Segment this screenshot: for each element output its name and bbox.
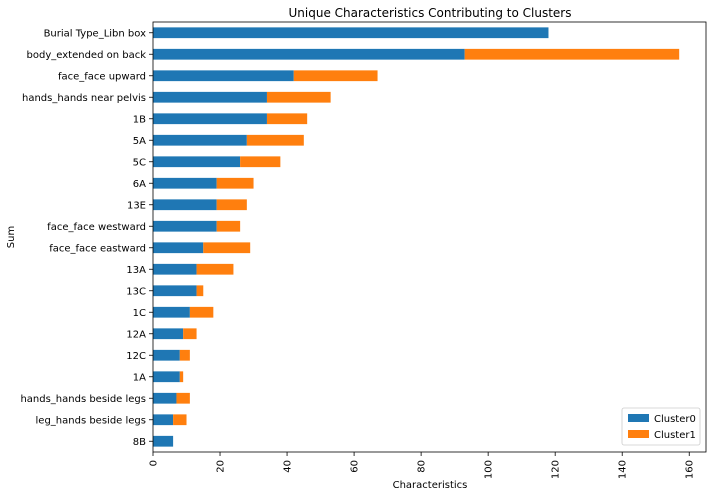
y-axis-label: Sum [6, 226, 17, 248]
bar-cluster0-6 [153, 156, 241, 168]
y-tick-label: 5C [133, 157, 146, 168]
x-tick-label: 80 [417, 460, 428, 473]
bar-cluster1-11 [196, 263, 234, 275]
bar-cluster0-2 [153, 70, 294, 82]
bar-cluster1-7 [216, 177, 254, 189]
y-tick-label: 13C [126, 286, 146, 297]
bar-cluster0-5 [153, 134, 247, 146]
y-tick-label: leg_hands beside legs [36, 415, 146, 426]
bar-cluster0-12 [153, 285, 197, 297]
bar-cluster1-12 [196, 285, 204, 297]
legend: Cluster0 Cluster1 [621, 407, 701, 446]
x-tick-label: 120 [551, 460, 562, 479]
y-tick-label: 1C [133, 308, 146, 319]
legend-label-cluster0: Cluster0 [654, 414, 696, 425]
x-axis-label: Characteristics [393, 480, 468, 491]
bar-cluster0-1 [153, 48, 465, 60]
y-tick-label: 6A [133, 179, 146, 190]
bar-cluster0-4 [153, 113, 267, 125]
bar-cluster1-1 [464, 48, 680, 60]
bar-cluster0-11 [153, 263, 197, 275]
y-tick-label: face_face eastward [49, 243, 146, 254]
bar-cluster1-8 [216, 199, 247, 211]
bar-cluster1-14 [183, 328, 197, 340]
x-tick-label: 140 [618, 460, 629, 479]
y-tick-label: 12A [126, 329, 146, 340]
bar-cluster0-18 [153, 414, 174, 426]
y-tick-label: 8B [133, 437, 146, 448]
x-axis-ticks: 0 20 40 60 80 100 120 140 160 [149, 452, 696, 479]
y-tick-label: 1B [133, 114, 146, 125]
bar-cluster0-19 [153, 435, 174, 447]
x-tick-label: 20 [216, 460, 227, 473]
bar-cluster1-4 [266, 113, 308, 125]
y-tick-label: face_face westward [47, 222, 146, 233]
bar-cluster0-0 [153, 27, 549, 39]
legend-swatch-cluster1 [628, 430, 649, 438]
y-tick-label: 13A [126, 265, 146, 276]
bar-cluster1-3 [266, 91, 331, 103]
bar-cluster1-2 [293, 70, 378, 82]
bar-cluster1-13 [189, 306, 214, 318]
bar-cluster0-3 [153, 91, 267, 103]
bar-cluster0-9 [153, 220, 217, 232]
y-tick-label: hands_hands beside legs [20, 394, 146, 405]
bar-cluster0-7 [153, 177, 217, 189]
x-tick-label: 0 [149, 460, 160, 466]
y-axis-ticks: Burial Type_Libn box body_extended on bac… [20, 28, 153, 448]
y-tick-label: Burial Type_Libn box [44, 28, 147, 39]
bar-cluster0-10 [153, 242, 204, 254]
y-tick-label: 12C [126, 351, 146, 362]
bar-cluster0-15 [153, 349, 180, 361]
bars-group [153, 27, 680, 447]
y-tick-label: body_extended on back [27, 50, 147, 61]
x-tick-label: 160 [685, 460, 696, 479]
bar-cluster0-14 [153, 328, 184, 340]
bar-cluster0-17 [153, 392, 177, 404]
x-tick-label: 40 [283, 460, 294, 473]
y-tick-label: 5A [133, 136, 146, 147]
chart-title: Unique Characteristics Contributing to C… [289, 6, 572, 20]
bar-cluster1-9 [216, 220, 241, 232]
bar-cluster1-10 [203, 242, 251, 254]
x-tick-label: 60 [350, 460, 361, 473]
y-tick-label: face_face upward [58, 71, 146, 82]
y-tick-label: hands_hands near pelvis [22, 93, 146, 104]
y-tick-label: 1A [133, 372, 146, 383]
bar-cluster1-16 [179, 371, 184, 383]
bar-cluster1-18 [173, 414, 187, 426]
bar-cluster1-6 [240, 156, 281, 168]
bar-cluster0-13 [153, 306, 190, 318]
bar-cluster1-5 [246, 134, 304, 146]
y-tick-label: 13E [127, 200, 146, 211]
bar-cluster1-15 [179, 349, 190, 361]
bar-cluster0-16 [153, 371, 180, 383]
legend-label-cluster1: Cluster1 [654, 430, 696, 441]
legend-swatch-cluster0 [628, 414, 649, 422]
plot-frame [152, 21, 707, 453]
bar-cluster0-8 [153, 199, 217, 211]
x-tick-label: 100 [484, 460, 495, 479]
bar-cluster1-17 [176, 392, 190, 404]
